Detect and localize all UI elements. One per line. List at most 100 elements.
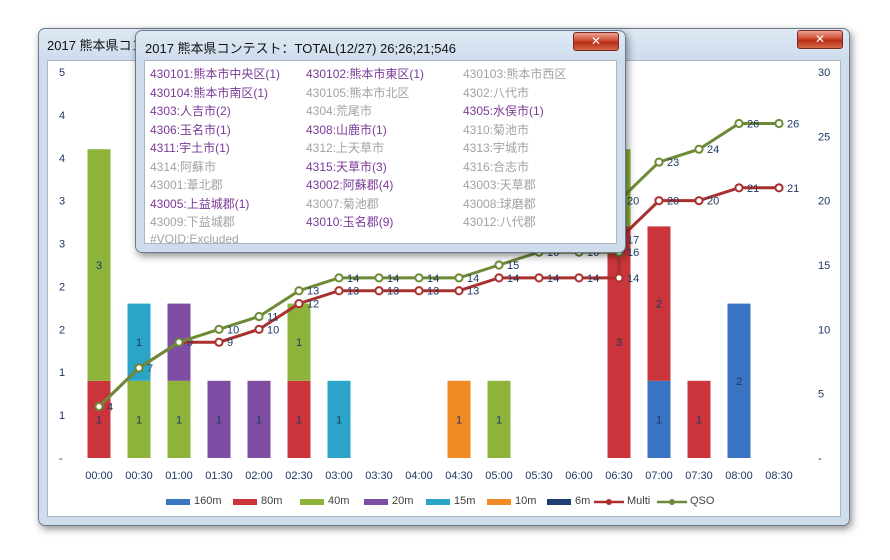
- line-label: 13: [387, 286, 399, 298]
- line-label: 14: [347, 273, 359, 285]
- bar-label: 1: [456, 414, 462, 426]
- right-axis-tick: 25: [818, 131, 830, 143]
- line-label: 17: [627, 234, 639, 246]
- bar-segment: [287, 380, 311, 458]
- x-axis-tick: 02:00: [245, 470, 273, 482]
- line-label: 24: [707, 144, 719, 156]
- line-point: [774, 183, 784, 193]
- bar-segment: [487, 380, 511, 458]
- bar-label: 1: [216, 414, 222, 426]
- line-point: [494, 260, 504, 270]
- city-item: 4306:玉名市(1): [150, 122, 231, 137]
- right-axis-tick: 5: [818, 389, 824, 401]
- line-label: 10: [227, 324, 239, 336]
- bar-segment: [327, 380, 351, 458]
- city-item: 430105:熊本市北区: [306, 85, 410, 100]
- city-item: 4316:合志市: [463, 159, 530, 174]
- line-point: [494, 273, 504, 283]
- line-point: [534, 273, 544, 283]
- line-label: 16: [627, 247, 639, 259]
- left-axis-tick: 4: [59, 153, 65, 165]
- line-label: 14: [547, 273, 559, 285]
- x-axis-tick: 04:30: [445, 470, 473, 482]
- x-axis-tick: 07:30: [685, 470, 713, 482]
- bar-label: 1: [136, 414, 142, 426]
- bar-label: 3: [616, 337, 622, 349]
- city-item: 4305:水俣市(1): [463, 104, 544, 118]
- line-label: 15: [507, 260, 519, 272]
- city-item: 43001:葦北郡: [150, 178, 223, 192]
- bar-label: 1: [176, 414, 182, 426]
- totals-popup: 2017 熊本県コンテスト：TOTAL(12/27) 26;26;21;546 …: [135, 30, 626, 253]
- bar-label: 1: [496, 414, 502, 426]
- line-point: [574, 273, 584, 283]
- legend-swatch: [300, 499, 324, 505]
- line-point: [214, 337, 224, 347]
- city-item: 430102:熊本市東区(1): [306, 67, 425, 81]
- line-point: [374, 273, 384, 283]
- line-label: 20: [707, 196, 719, 208]
- bar-segment: [287, 303, 311, 381]
- bar-label: 1: [296, 337, 302, 349]
- line-point: [294, 299, 304, 309]
- line-label: 13: [307, 286, 319, 298]
- window-close-button[interactable]: ✕: [797, 30, 843, 49]
- bar-label: 1: [136, 337, 142, 349]
- bar-segment: [727, 303, 751, 458]
- line-label: 20: [667, 196, 679, 208]
- bar-label: 2: [656, 299, 662, 311]
- bar-label: 3: [96, 260, 102, 272]
- x-axis-tick: 08:30: [765, 470, 793, 482]
- line-point: [254, 311, 264, 322]
- right-axis-tick: 30: [818, 67, 830, 79]
- popup-title: 2017 熊本県コンテスト：TOTAL(12/27) 26;26;21;546: [145, 41, 456, 56]
- bar-segment: [247, 380, 271, 458]
- city-item: #VOID:Excluded: [150, 231, 239, 246]
- x-axis-tick: 01:30: [205, 470, 233, 482]
- line-point: [414, 286, 424, 296]
- city-item: 4315:天草市(3): [306, 159, 387, 174]
- line-label: 9: [227, 337, 233, 349]
- line-point: [94, 401, 104, 412]
- popup-close-button[interactable]: ✕: [573, 32, 619, 51]
- city-list: 430101:熊本市中央区(1) 430102:熊本市東区(1) 430103:熊本…: [144, 60, 617, 246]
- right-axis-tick: -: [818, 453, 822, 465]
- legend-swatch: [657, 499, 687, 505]
- x-axis-tick: 03:30: [365, 470, 393, 482]
- city-item: 4303:人吉市(2): [150, 104, 231, 118]
- line-label: 13: [427, 286, 439, 298]
- legend-swatch: [233, 499, 257, 505]
- x-axis-tick: 05:00: [485, 470, 513, 482]
- x-axis-tick: 06:00: [565, 470, 593, 482]
- bar-segment: [607, 226, 631, 458]
- line-label: 12: [307, 299, 319, 311]
- line-point: [774, 118, 784, 129]
- line-point: [374, 286, 384, 296]
- line-point: [134, 363, 144, 373]
- line-label: 20: [627, 196, 639, 208]
- line-point: [694, 144, 704, 154]
- legend-swatch: [364, 499, 388, 505]
- line-point: [694, 196, 704, 206]
- city-item: 43009:下益城郡: [150, 215, 235, 229]
- bar-label: 1: [336, 414, 342, 426]
- legend-label: 40m: [328, 495, 350, 507]
- line-point: [294, 286, 304, 296]
- line-point: [414, 273, 424, 283]
- left-axis-tick: 5: [59, 67, 65, 79]
- x-axis-tick: 04:00: [405, 470, 433, 482]
- legend-label: 15m: [454, 495, 476, 507]
- left-axis-tick: 2: [59, 324, 65, 336]
- line-point: [254, 324, 264, 334]
- x-axis-tick: 06:30: [605, 470, 633, 482]
- left-axis-tick: 4: [59, 110, 65, 122]
- city-item: 43005:上益城郡(1): [150, 196, 250, 211]
- legend-label: 160m: [194, 495, 222, 507]
- bar-segment: [87, 149, 111, 381]
- legend-swatch: [547, 499, 571, 505]
- city-item: 430103:熊本市西区: [463, 67, 567, 81]
- line-label: 26: [787, 118, 799, 130]
- x-axis-tick: 00:00: [85, 470, 113, 482]
- line-label: 14: [587, 273, 599, 285]
- legend-swatch: [487, 499, 511, 505]
